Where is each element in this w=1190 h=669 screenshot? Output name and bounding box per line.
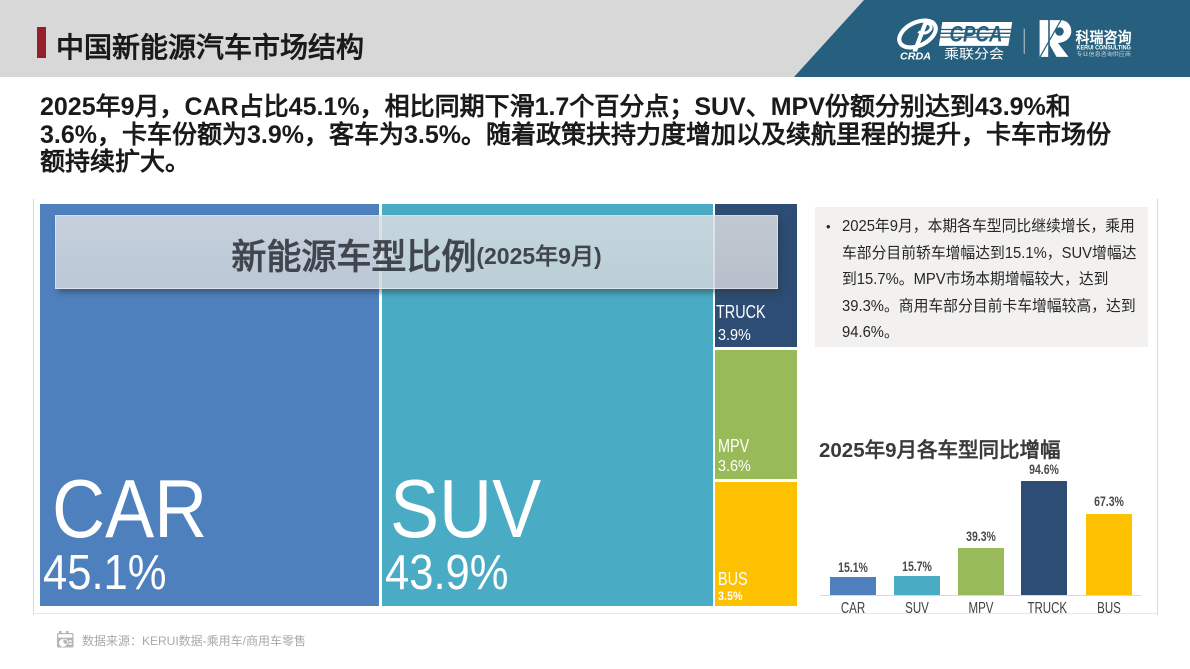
svg-text:专业信息咨询供应商: 专业信息咨询供应商 [1077,50,1132,58]
svg-text:科瑞咨询: 科瑞咨询 [1076,29,1132,47]
svg-text:KERUI CONSULTING: KERUI CONSULTING [1077,45,1132,52]
svg-text:乘联分会: 乘联分会 [944,47,1004,62]
svg-text:CRDA: CRDA [900,52,931,63]
svg-text:CPCA: CPCA [950,21,1003,46]
